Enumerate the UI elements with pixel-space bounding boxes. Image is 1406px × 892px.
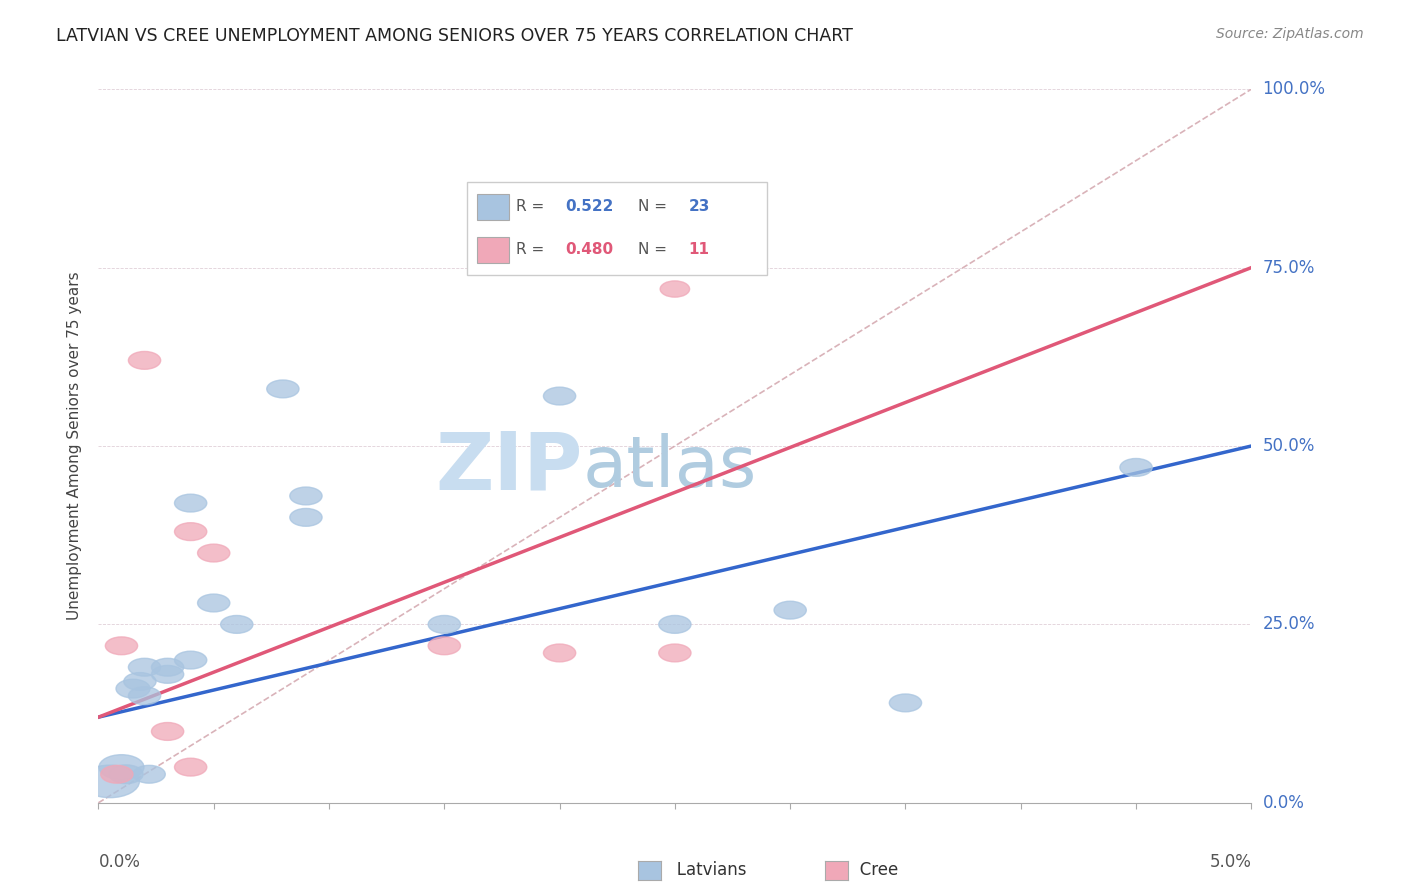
Text: 0.480: 0.480: [565, 243, 613, 257]
Text: Source: ZipAtlas.com: Source: ZipAtlas.com: [1216, 27, 1364, 41]
Text: 50.0%: 50.0%: [1263, 437, 1315, 455]
Ellipse shape: [198, 594, 229, 612]
Y-axis label: Unemployment Among Seniors over 75 years: Unemployment Among Seniors over 75 years: [67, 272, 83, 620]
Text: LATVIAN VS CREE UNEMPLOYMENT AMONG SENIORS OVER 75 YEARS CORRELATION CHART: LATVIAN VS CREE UNEMPLOYMENT AMONG SENIO…: [56, 27, 853, 45]
Ellipse shape: [110, 764, 143, 784]
Ellipse shape: [105, 637, 138, 655]
Ellipse shape: [80, 765, 139, 797]
Text: 0.0%: 0.0%: [1263, 794, 1305, 812]
Ellipse shape: [124, 673, 156, 690]
Ellipse shape: [152, 723, 184, 740]
Ellipse shape: [128, 351, 160, 369]
Ellipse shape: [429, 615, 460, 633]
Text: R =: R =: [516, 200, 548, 214]
Text: ZIP: ZIP: [436, 428, 582, 507]
Ellipse shape: [890, 694, 921, 712]
Ellipse shape: [544, 644, 575, 662]
Text: 23: 23: [689, 200, 710, 214]
Text: N =: N =: [638, 243, 672, 257]
Ellipse shape: [101, 765, 134, 783]
Ellipse shape: [128, 687, 160, 705]
Text: N =: N =: [638, 200, 672, 214]
Ellipse shape: [290, 487, 322, 505]
Text: R =: R =: [516, 243, 548, 257]
Text: atlas: atlas: [582, 433, 756, 502]
Ellipse shape: [1121, 458, 1152, 476]
Ellipse shape: [659, 615, 690, 633]
Ellipse shape: [134, 765, 166, 783]
Ellipse shape: [659, 644, 690, 662]
Ellipse shape: [174, 651, 207, 669]
Text: 0.0%: 0.0%: [98, 853, 141, 871]
Ellipse shape: [198, 544, 229, 562]
Text: 100.0%: 100.0%: [1263, 80, 1326, 98]
Ellipse shape: [661, 281, 689, 297]
Ellipse shape: [152, 665, 184, 683]
Text: Latvians: Latvians: [661, 861, 747, 879]
Ellipse shape: [775, 601, 806, 619]
Ellipse shape: [221, 615, 253, 633]
FancyBboxPatch shape: [477, 194, 509, 219]
Ellipse shape: [174, 758, 207, 776]
FancyBboxPatch shape: [477, 237, 509, 262]
Ellipse shape: [429, 637, 460, 655]
Ellipse shape: [267, 380, 299, 398]
Text: 11: 11: [689, 243, 710, 257]
Ellipse shape: [174, 523, 207, 541]
Ellipse shape: [290, 508, 322, 526]
Ellipse shape: [98, 755, 143, 780]
Ellipse shape: [544, 387, 575, 405]
FancyBboxPatch shape: [467, 182, 768, 275]
Text: 25.0%: 25.0%: [1263, 615, 1315, 633]
Text: Cree: Cree: [844, 861, 898, 879]
Ellipse shape: [128, 658, 160, 676]
Ellipse shape: [152, 658, 184, 676]
Text: 0.522: 0.522: [565, 200, 614, 214]
Text: 75.0%: 75.0%: [1263, 259, 1315, 277]
Ellipse shape: [115, 679, 150, 698]
Ellipse shape: [174, 494, 207, 512]
Text: 5.0%: 5.0%: [1209, 853, 1251, 871]
